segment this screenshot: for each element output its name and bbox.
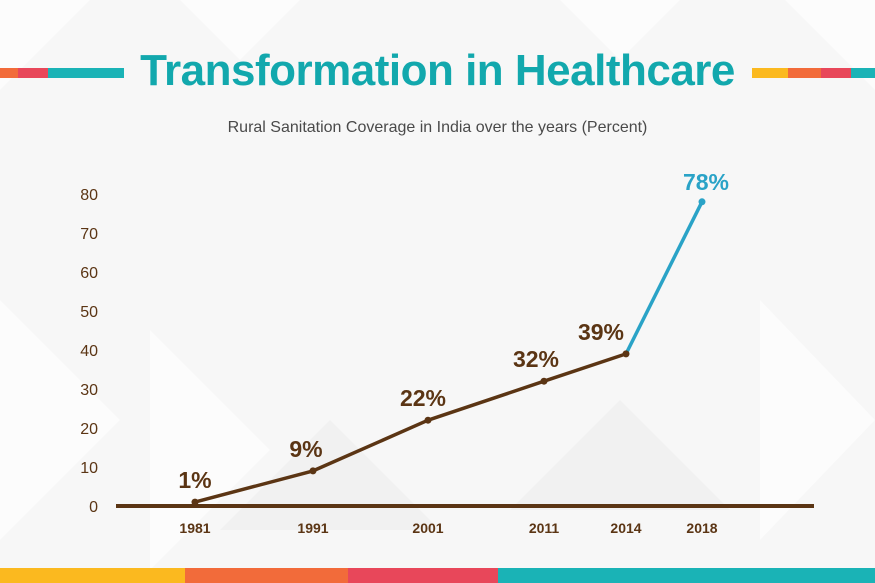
x-tick-label-4: 2014 — [610, 520, 641, 536]
page-title: Transformation in Healthcare — [140, 46, 735, 95]
data-point-0 — [191, 498, 199, 506]
right-stripe-red — [821, 68, 851, 78]
data-label-2: 22% — [400, 385, 446, 411]
left-stripe-red — [18, 68, 48, 78]
chart-subtitle: Rural Sanitation Coverage in India over … — [227, 119, 648, 136]
y-tick-label-8: 80 — [80, 187, 98, 204]
x-tick-label-0: 1981 — [179, 520, 210, 536]
data-point-4 — [622, 350, 630, 358]
series-line-main — [193, 352, 628, 504]
data-label-1: 9% — [289, 436, 322, 462]
y-tick-label-5: 50 — [80, 304, 98, 321]
data-label-0: 1% — [178, 467, 211, 493]
series-line-highlight — [624, 200, 704, 356]
y-tick-label-6: 60 — [80, 265, 98, 282]
bottom-bar-red — [348, 568, 498, 583]
x-tick-label-3: 2011 — [529, 520, 560, 536]
bottom-bar-teal — [498, 568, 875, 583]
bottom-bar-yellow — [0, 568, 185, 583]
x-tick-label-5: 2018 — [686, 520, 717, 536]
bottom-color-bar — [0, 568, 875, 583]
data-label-3: 32% — [513, 346, 559, 372]
data-label-5: 78% — [683, 169, 729, 195]
left-stripe-orange — [0, 68, 18, 78]
right-stripe-teal — [851, 68, 875, 78]
x-tick-label-2: 2001 — [412, 520, 443, 536]
y-tick-label-3: 30 — [80, 382, 98, 399]
x-tick-label-1: 1991 — [297, 520, 328, 536]
data-label-4: 39% — [578, 319, 624, 345]
right-stripe-yellow — [752, 68, 788, 78]
y-tick-label-4: 40 — [80, 343, 98, 360]
y-tick-label-0: 0 — [89, 499, 98, 516]
right-stripe-orange — [788, 68, 821, 78]
data-point-3 — [540, 377, 548, 385]
data-point-5 — [698, 198, 706, 206]
data-point-2 — [424, 416, 432, 424]
bottom-bar-orange — [185, 568, 348, 583]
y-tick-label-2: 20 — [80, 421, 98, 438]
left-stripe-teal — [48, 68, 124, 78]
y-tick-label-1: 10 — [80, 460, 98, 477]
data-point-1 — [309, 467, 317, 475]
y-tick-label-7: 70 — [80, 226, 98, 243]
